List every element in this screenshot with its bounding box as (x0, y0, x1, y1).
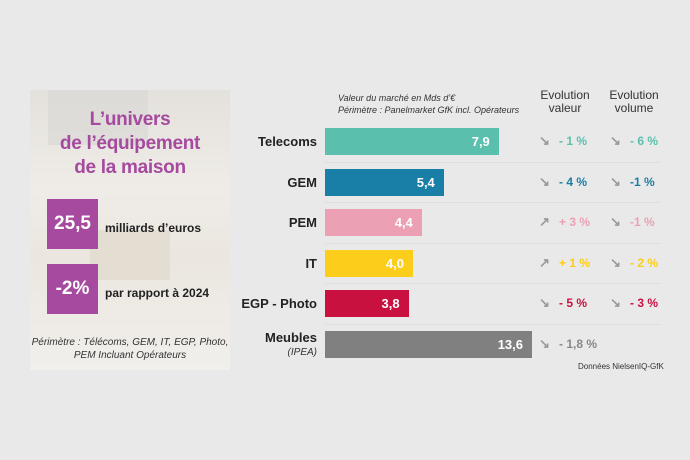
arrow-down-right-icon: ↘ (539, 295, 550, 310)
header-line: Evolution (540, 88, 590, 102)
category-label: EGP - Photo (241, 296, 317, 311)
bar-row: GEM 5,4 ↘ - 4 % ↘ -1 % (232, 168, 662, 209)
evolution-value: - 2 % (630, 255, 659, 270)
panel-perimeter: Périmètre : Télécoms, GEM, IT, EGP, Phot… (30, 336, 230, 362)
header-line: volume (614, 101, 654, 115)
row-separator (325, 283, 660, 284)
arrow-down-right-icon: ↘ (610, 295, 621, 310)
title-line: de la maison (74, 157, 186, 178)
category-label: IT (305, 255, 317, 271)
bar: 4,0 (325, 249, 413, 277)
row-separator (325, 202, 660, 203)
arrow-down-right-icon: ↘ (610, 133, 621, 148)
column-header-valeur: Evolution valeur (530, 89, 600, 115)
evolution-value: + 3 % (559, 215, 591, 229)
title-line: L’univers (89, 109, 171, 130)
title-line: de l’équipement (59, 133, 201, 154)
category-sublabel: (IPEA) (287, 346, 317, 358)
bar: 7,9 (325, 128, 499, 155)
kpi-evolution-value: -2% (47, 264, 98, 314)
category-label: PEM (288, 215, 317, 230)
background-photo-furniture (90, 230, 170, 280)
evolution-value: - 3 % (630, 296, 659, 310)
arrow-up-right-icon: ↗ (539, 254, 550, 270)
arrow-down-right-icon: ↘ (539, 173, 550, 189)
bar-value-label: 4,0 (385, 255, 404, 271)
arrow-down-right-icon: ↘ (610, 254, 621, 270)
header-line: valeur (548, 101, 582, 115)
background-photo-tv (48, 90, 148, 145)
perimeter-line: Périmètre : Télécoms, GEM, IT, EGP, Phot… (31, 337, 229, 348)
category-label: Telecoms (257, 134, 317, 149)
bar-value-label: 13,6 (497, 336, 523, 352)
header-line: Evolution (609, 88, 659, 102)
evolution-value: - 1,8 % (559, 336, 598, 351)
evolution-value: + 1 % (559, 255, 591, 270)
bar: 13,6 (325, 330, 532, 358)
row-separator (325, 242, 660, 244)
bar-value-label: 5,4 (416, 174, 435, 190)
category-label: Meubles (264, 329, 317, 345)
arrow-down-right-icon: ↘ (539, 335, 550, 351)
bar: 3,8 (325, 290, 409, 317)
perimeter-line: PEM Incluant Opérateurs (73, 350, 187, 361)
source-note: Données NielsenIQ-GfK (578, 362, 664, 371)
column-header-volume: Evolution volume (599, 89, 669, 115)
kpi-market-value: 25,5 (47, 199, 98, 249)
bar-row: IT 4,0 ↗ + 1 % ↘ - 2 % (232, 249, 662, 290)
bar-value-label: 3,8 (381, 296, 400, 311)
bar-row: Meubles (IPEA) 13,6 ↘ - 1,8 % (232, 330, 662, 371)
bar-value-label: 4,4 (394, 215, 413, 230)
category-label: GEM (287, 174, 317, 190)
intro-panel: L’univers de l’équipement de la maison 2… (30, 90, 230, 370)
bar: 5,4 (325, 168, 444, 196)
kpi-market-label: milliards d’euros (105, 221, 202, 235)
arrow-down-right-icon: ↘ (539, 133, 550, 148)
arrow-up-right-icon: ↗ (539, 214, 550, 229)
evolution-value: - 6 % (630, 134, 659, 148)
panel-title: L’univers de l’équipement de la maison (30, 108, 230, 180)
bar-row: EGP - Photo 3,8 ↘ - 5 % ↘ - 3 % (232, 290, 662, 330)
evolution-value: - 1 % (559, 134, 588, 148)
subtitle-line: Valeur du marché en Mds d’€ (338, 93, 456, 103)
arrow-down-right-icon: ↘ (610, 214, 621, 229)
bar-row: PEM 4,4 ↗ + 3 % ↘ -1 % (232, 209, 662, 249)
bar: 4,4 (325, 209, 422, 236)
evolution-value: -1 % (630, 174, 655, 189)
evolution-value: - 4 % (559, 174, 588, 189)
bar-value-label: 7,9 (471, 134, 490, 149)
evolution-value: - 5 % (559, 296, 588, 310)
row-separator (325, 323, 660, 325)
arrow-down-right-icon: ↘ (610, 173, 621, 189)
evolution-value: -1 % (630, 215, 655, 229)
subtitle-line: Périmètre : Panelmarket GfK incl. Opérat… (338, 105, 520, 115)
bar-row: Telecoms 7,9 ↘ - 1 % ↘ - 6 % (232, 128, 662, 168)
kpi-evolution-label: par rapport à 2024 (105, 286, 210, 300)
chart-subtitle: Valeur du marché en Mds d’€ Périmètre : … (338, 92, 519, 116)
row-separator (325, 161, 660, 163)
